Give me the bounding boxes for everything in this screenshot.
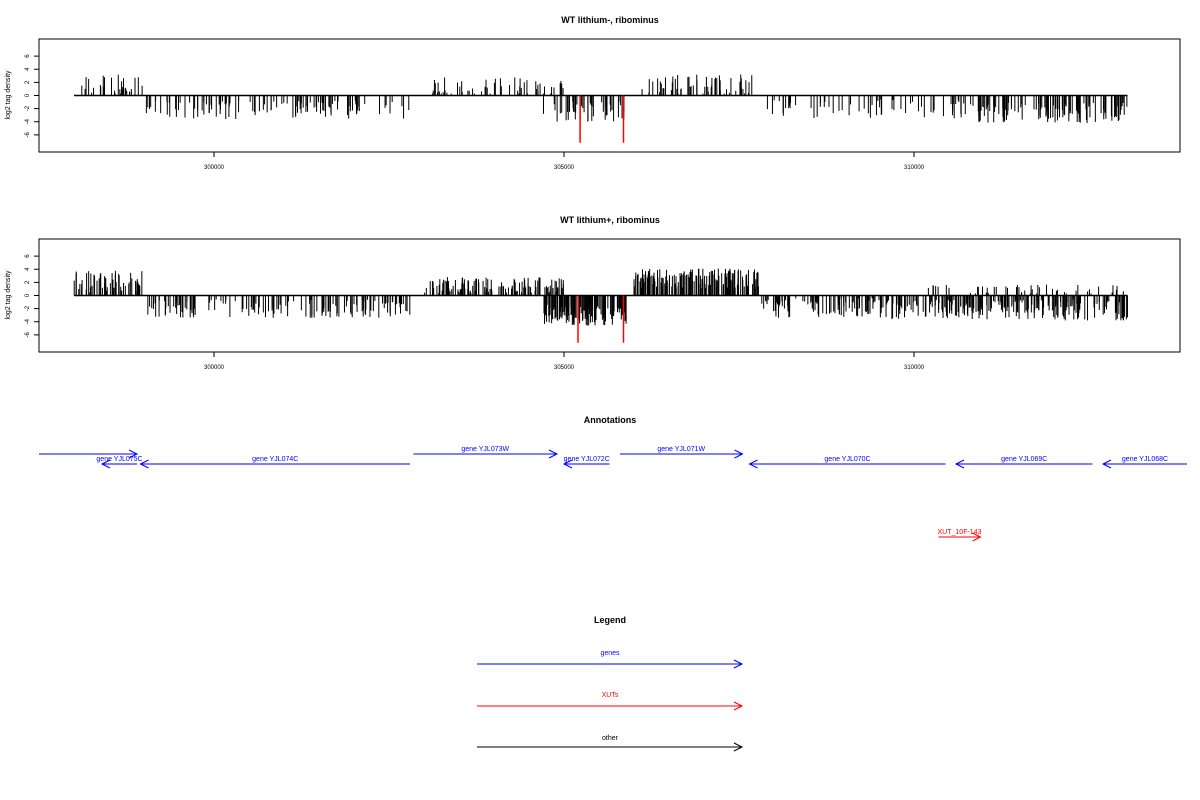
track-panel-lithium-minus: WT lithium-, ribominus log2 tag density … <box>5 15 1181 171</box>
feature-label: gene YJL069C <box>1001 456 1047 463</box>
y-tick-label: -2 <box>25 105 31 111</box>
y-axis: -6 -4 -2 0 2 4 6 <box>25 54 39 138</box>
legend-label: genes <box>600 650 620 657</box>
x-axis: 300000 305000 310000 <box>204 152 925 171</box>
x-tick-label: 310000 <box>904 365 925 371</box>
feature-label: gene YJL071W <box>657 446 705 453</box>
gene-feature: gene YJL074C <box>139 456 410 469</box>
y-tick-label: 4 <box>25 267 31 271</box>
feature-label: gene YJL070C <box>824 456 870 463</box>
track-panel-lithium-plus: WT lithium+, ribominus log2 tag density … <box>5 215 1181 371</box>
panel-title: WT lithium-, ribominus <box>561 15 659 25</box>
legend-arrow-head <box>733 659 744 669</box>
legend-title: Legend <box>594 615 626 625</box>
feature-arrow-head <box>548 449 559 459</box>
legend-label: XUTs <box>602 692 619 699</box>
y-tick-label: 2 <box>25 280 31 284</box>
y-tick-label: 0 <box>25 293 31 297</box>
feature-label: XUT_10F-143 <box>938 529 982 536</box>
feature-label: gene YJL074C <box>252 456 298 463</box>
gene-feature: gene YJL071W <box>620 446 744 459</box>
feature-label: gene YJL072C <box>564 456 610 463</box>
legend: Legend genes XUTs other <box>477 615 744 752</box>
y-tick-label: -2 <box>25 305 31 311</box>
x-tick-label: 300000 <box>204 165 225 171</box>
feature-label: gene YJL075C <box>96 456 142 463</box>
y-axis-label: log2 tag density <box>5 270 12 320</box>
feature-label: gene YJL073W <box>461 446 509 453</box>
feature-arrow-head <box>748 459 758 469</box>
x-tick-label: 305000 <box>554 165 575 171</box>
gene-feature: gene YJL072C <box>562 456 610 469</box>
feature-arrow-head <box>972 532 982 542</box>
feature-arrow-head <box>734 449 744 459</box>
y-tick-label: -6 <box>25 132 31 138</box>
y-tick-label: -6 <box>25 332 31 338</box>
y-tick-label: 0 <box>25 93 31 97</box>
y-tick-label: 6 <box>25 54 31 58</box>
y-axis: -6 -4 -2 0 2 4 6 <box>25 254 39 338</box>
annotation-track: Annotations gene YJL075C gene YJL074Cgene… <box>39 415 1187 542</box>
legend-arrow-head <box>733 742 744 752</box>
gene-feature: gene YJL068C <box>1101 456 1187 469</box>
density-bars <box>73 268 1128 343</box>
gene-feature <box>39 449 139 459</box>
y-tick-label: 4 <box>25 67 31 71</box>
density-bars <box>74 74 1128 143</box>
x-axis: 300000 305000 310000 <box>204 352 925 371</box>
y-tick-label: -4 <box>25 318 31 324</box>
y-axis-label: log2 tag density <box>5 70 12 120</box>
gene-feature: gene YJL075C <box>96 456 143 469</box>
legend-item-genes: genes <box>477 650 744 669</box>
feature-arrow-head <box>954 459 965 469</box>
legend-label: other <box>602 735 619 742</box>
annotation-features: gene YJL075C gene YJL074C gene YJL073W gene… <box>39 446 1187 542</box>
x-tick-label: 300000 <box>204 365 225 371</box>
y-tick-label: -4 <box>25 118 31 124</box>
gene-feature: gene YJL070C <box>748 456 946 469</box>
gene-feature: gene YJL069C <box>954 456 1093 469</box>
panel-title: WT lithium+, ribominus <box>560 215 660 225</box>
feature-arrow-head <box>128 449 139 459</box>
annotations-title: Annotations <box>584 415 637 425</box>
legend-item-xuts: XUTs <box>477 692 744 711</box>
feature-label: gene YJL068C <box>1122 456 1168 463</box>
feature-arrow-head <box>1101 459 1112 469</box>
x-tick-label: 310000 <box>904 165 925 171</box>
y-tick-label: 6 <box>25 254 31 258</box>
gene-feature: gene YJL073W <box>413 446 559 459</box>
feature-arrow-head <box>100 459 111 469</box>
xut-feature: XUT_10F-143 <box>938 529 982 542</box>
legend-item-other: other <box>477 735 744 752</box>
x-tick-label: 305000 <box>554 365 575 371</box>
feature-arrow-head <box>562 459 573 469</box>
legend-arrow-head <box>733 701 744 711</box>
y-tick-label: 2 <box>25 80 31 84</box>
feature-arrow-head <box>139 459 149 469</box>
